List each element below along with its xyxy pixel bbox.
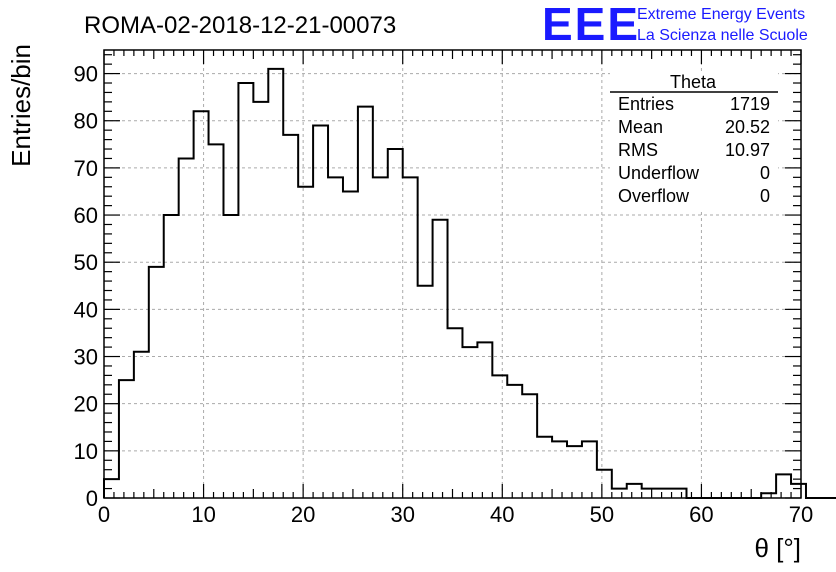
x-tick-label: 10	[191, 502, 215, 527]
x-tick-label: 50	[590, 502, 614, 527]
histogram-bin	[477, 342, 492, 498]
histogram-bin	[433, 220, 448, 498]
histogram-bin	[328, 177, 343, 498]
histogram-bin	[612, 489, 627, 498]
histogram-bin	[582, 441, 597, 498]
y-tick-label: 90	[74, 62, 98, 87]
y-tick-label: 50	[74, 250, 98, 275]
histogram-bin	[567, 446, 582, 498]
stats-value: 1719	[730, 94, 770, 114]
y-tick-label: 40	[74, 297, 98, 322]
histogram-bin	[283, 135, 298, 498]
histogram-bin	[179, 158, 194, 498]
stats-label: Entries	[618, 94, 674, 114]
histogram-bin	[448, 328, 463, 498]
x-tick-label: 70	[789, 502, 813, 527]
histogram-bin	[194, 111, 209, 498]
histogram-bin	[358, 107, 373, 498]
axis-ticks	[103, 50, 802, 499]
stats-label: Mean	[618, 117, 663, 137]
stats-label: RMS	[618, 140, 658, 160]
x-tick-label: 40	[490, 502, 514, 527]
histogram-bin	[253, 102, 268, 498]
histogram-bin	[119, 380, 134, 498]
histogram-bin	[149, 267, 164, 498]
y-tick-label: 60	[74, 203, 98, 228]
x-tick-label: 20	[291, 502, 315, 527]
logo-mark: EEE	[542, 0, 640, 50]
stats-value: 20.52	[725, 117, 770, 137]
histogram-bin	[672, 489, 687, 498]
histogram-bin	[791, 484, 806, 498]
y-tick-label: 30	[74, 345, 98, 370]
histogram-bin	[627, 484, 642, 498]
histogram-bin	[537, 437, 552, 498]
histogram-bin	[134, 352, 149, 498]
histogram-bin	[462, 347, 477, 498]
stats-value: 0	[760, 186, 770, 206]
histogram-bin	[373, 177, 388, 498]
y-tick-label: 10	[74, 439, 98, 464]
stats-value: 0	[760, 163, 770, 183]
histogram-bin	[313, 125, 328, 498]
histogram-bin	[657, 489, 672, 498]
y-tick-label: 70	[74, 156, 98, 181]
stats-name: Theta	[670, 72, 717, 92]
histogram-bin	[268, 69, 283, 498]
logo-line-1: Extreme Energy Events	[637, 6, 805, 23]
x-tick-label: 60	[689, 502, 713, 527]
y-axis-title: Entries/bin	[6, 44, 36, 167]
y-tick-label: 80	[74, 109, 98, 134]
stats-box-background	[610, 72, 778, 210]
x-tick-label: 30	[390, 502, 414, 527]
y-tick-label: 20	[74, 392, 98, 417]
histogram-bin	[552, 441, 567, 498]
chart-title: ROMA-02-2018-12-21-00073	[84, 12, 396, 39]
x-tick-label: 0	[98, 502, 110, 527]
histogram-bin	[388, 149, 403, 498]
stats-label: Underflow	[618, 163, 700, 183]
stats-value: 10.97	[725, 140, 770, 160]
y-tick-labels: 0 10 20 30 40 50 60 70 80 90	[74, 62, 98, 511]
histogram-bin	[642, 489, 657, 498]
histogram-bin	[403, 177, 418, 498]
logo-line-2: La Scienza nelle Scuole	[637, 27, 808, 44]
histogram-bin	[597, 470, 612, 498]
x-tick-labels: 0 10 20 30 40 50 60 70	[98, 502, 813, 527]
histogram-bin	[522, 394, 537, 498]
x-axis-title: θ [°]	[754, 533, 801, 563]
stats-box: Theta Entries 1719 Mean 20.52 RMS 10.97 Underf…	[610, 72, 778, 210]
histogram-bin	[507, 385, 522, 498]
histogram-outline	[103, 67, 836, 499]
stats-label: Overflow	[618, 186, 690, 206]
y-tick-label: 0	[86, 486, 98, 511]
eee-logo: EEE Extreme Energy Events La Scienza nel…	[542, 0, 808, 50]
histogram-bin	[238, 83, 253, 498]
histogram-bin	[343, 191, 358, 498]
stats-rows: Entries 1719 Mean 20.52 RMS 10.97 Underflow 0 Ov…	[618, 94, 770, 206]
histogram-bin	[418, 286, 433, 498]
histogram-bin	[209, 144, 224, 498]
histogram-bin	[776, 474, 791, 498]
histogram-bin	[492, 375, 507, 498]
